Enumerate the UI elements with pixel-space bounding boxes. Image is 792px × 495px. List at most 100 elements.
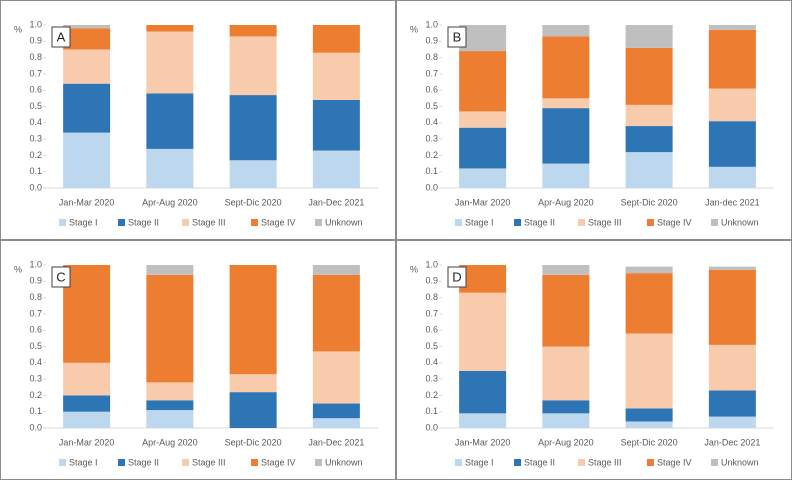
panel-label-box <box>51 266 71 288</box>
x-tick-label: Jan-Mar 2020 <box>455 437 511 447</box>
bar-segment <box>459 265 507 293</box>
x-tick-label: Jan-Dec 2021 <box>704 437 760 447</box>
bar-segment <box>312 99 360 151</box>
x-tick-label: Sept-Dic 2020 <box>621 437 678 447</box>
bar-segment <box>542 108 590 164</box>
y-tick-label: 0.3 <box>425 373 438 383</box>
y-tick-label: 0.1 <box>29 406 42 416</box>
bar-segment <box>708 344 756 391</box>
bar-segment <box>708 269 756 345</box>
bar-segment <box>146 25 194 32</box>
legend-swatch <box>514 459 521 466</box>
bar-segment <box>542 400 590 414</box>
panel-label-box <box>447 266 467 288</box>
panel-label: C <box>56 269 65 284</box>
bar-segment <box>708 390 756 417</box>
legend-swatch <box>118 219 125 226</box>
y-tick-label: 0.1 <box>425 406 438 416</box>
bar-segment <box>63 362 111 396</box>
bar-segment <box>542 346 590 401</box>
y-tick-label: 0.7 <box>29 68 42 78</box>
bar-segment <box>542 36 590 99</box>
y-tick-label: 0.9 <box>425 36 438 46</box>
bar-segment <box>146 93 194 149</box>
bar-segment <box>146 400 194 411</box>
legend-swatch <box>251 459 258 466</box>
legend-swatch <box>315 459 322 466</box>
y-tick-label: 0.8 <box>425 52 438 62</box>
legend-swatch <box>578 219 585 226</box>
legend-label: Stage I <box>465 217 494 227</box>
y-tick-label: 0.7 <box>29 308 42 318</box>
panel-label-box <box>51 26 71 48</box>
bar-segment <box>625 152 673 188</box>
bar-segment <box>708 25 756 30</box>
panel-label-box <box>447 26 467 48</box>
x-tick-label: Apr-Aug 2020 <box>142 437 198 447</box>
x-tick-label: Sept-Dic 2020 <box>225 197 282 207</box>
bar-segment <box>146 274 194 383</box>
bar-segment <box>312 351 360 404</box>
legend-label: Stage III <box>192 457 226 467</box>
bar-segment <box>542 163 590 188</box>
y-tick-label: 0.2 <box>29 390 42 400</box>
x-tick-label: Jan-Dec 2021 <box>308 437 364 447</box>
legend-swatch <box>59 219 66 226</box>
x-tick-label: Jan-Mar 2020 <box>455 197 511 207</box>
y-tick-label: 0.0 <box>425 182 438 192</box>
x-tick-label: Sept-Dic 2020 <box>621 197 678 207</box>
bar-segment <box>625 25 673 48</box>
bar-segment <box>625 421 673 428</box>
bar-segment <box>146 148 194 188</box>
y-tick-label: 0.4 <box>29 117 42 127</box>
y-tick-label: 0.0 <box>29 422 42 432</box>
bar-segment <box>542 413 590 428</box>
y-tick-label: 1.0 <box>29 19 42 29</box>
bar-segment <box>312 274 360 352</box>
y-tick-label: 0.1 <box>29 166 42 176</box>
bar-segment <box>63 395 111 412</box>
legend-swatch <box>59 459 66 466</box>
bar-segment <box>229 95 277 161</box>
bar-segment <box>312 265 360 275</box>
bar-segment <box>542 274 590 347</box>
bar-segment <box>229 374 277 393</box>
y-axis-label: % <box>14 24 22 34</box>
legend-label: Unknown <box>325 457 363 467</box>
x-tick-label: Jan-Dec 2021 <box>308 197 364 207</box>
y-axis-label: % <box>14 264 22 274</box>
bar-segment <box>708 121 756 167</box>
y-tick-label: 0.3 <box>425 133 438 143</box>
legend-label: Stage I <box>69 457 98 467</box>
y-tick-label: 0.8 <box>29 292 42 302</box>
panel-label: A <box>57 29 66 44</box>
bar-segment <box>459 370 507 414</box>
bar-segment <box>625 266 673 274</box>
bar-segment <box>542 98 590 109</box>
bar-segment <box>625 126 673 153</box>
bar-segment <box>312 418 360 428</box>
y-tick-label: 0.7 <box>425 68 438 78</box>
bar-segment <box>708 166 756 188</box>
x-tick-label: Jan-Mar 2020 <box>59 437 115 447</box>
legend-label: Unknown <box>325 217 363 227</box>
legend-label: Stage II <box>128 217 159 227</box>
bar-segment <box>708 416 756 428</box>
y-tick-label: 1.0 <box>29 259 42 269</box>
x-tick-label: Apr-Aug 2020 <box>538 437 594 447</box>
legend-swatch <box>315 219 322 226</box>
y-tick-label: 0.3 <box>29 373 42 383</box>
y-tick-label: 0.9 <box>29 36 42 46</box>
x-tick-label: Sept-Dic 2020 <box>225 437 282 447</box>
bar-segment <box>229 392 277 428</box>
y-tick-label: 0.6 <box>29 325 42 335</box>
legend-swatch <box>182 459 189 466</box>
bar-segment <box>229 160 277 188</box>
bar-segment <box>146 382 194 401</box>
legend-label: Unknown <box>721 457 759 467</box>
legend-swatch <box>647 459 654 466</box>
bar-segment <box>625 47 673 105</box>
y-tick-label: 0.8 <box>29 52 42 62</box>
bar-segment <box>459 111 507 128</box>
panel: 0.0 0.1 0.2 0.3 0.4 0.5 0.6 0.7 0.8 0.9 1.0% Jan-Ma… <box>396 240 792 480</box>
